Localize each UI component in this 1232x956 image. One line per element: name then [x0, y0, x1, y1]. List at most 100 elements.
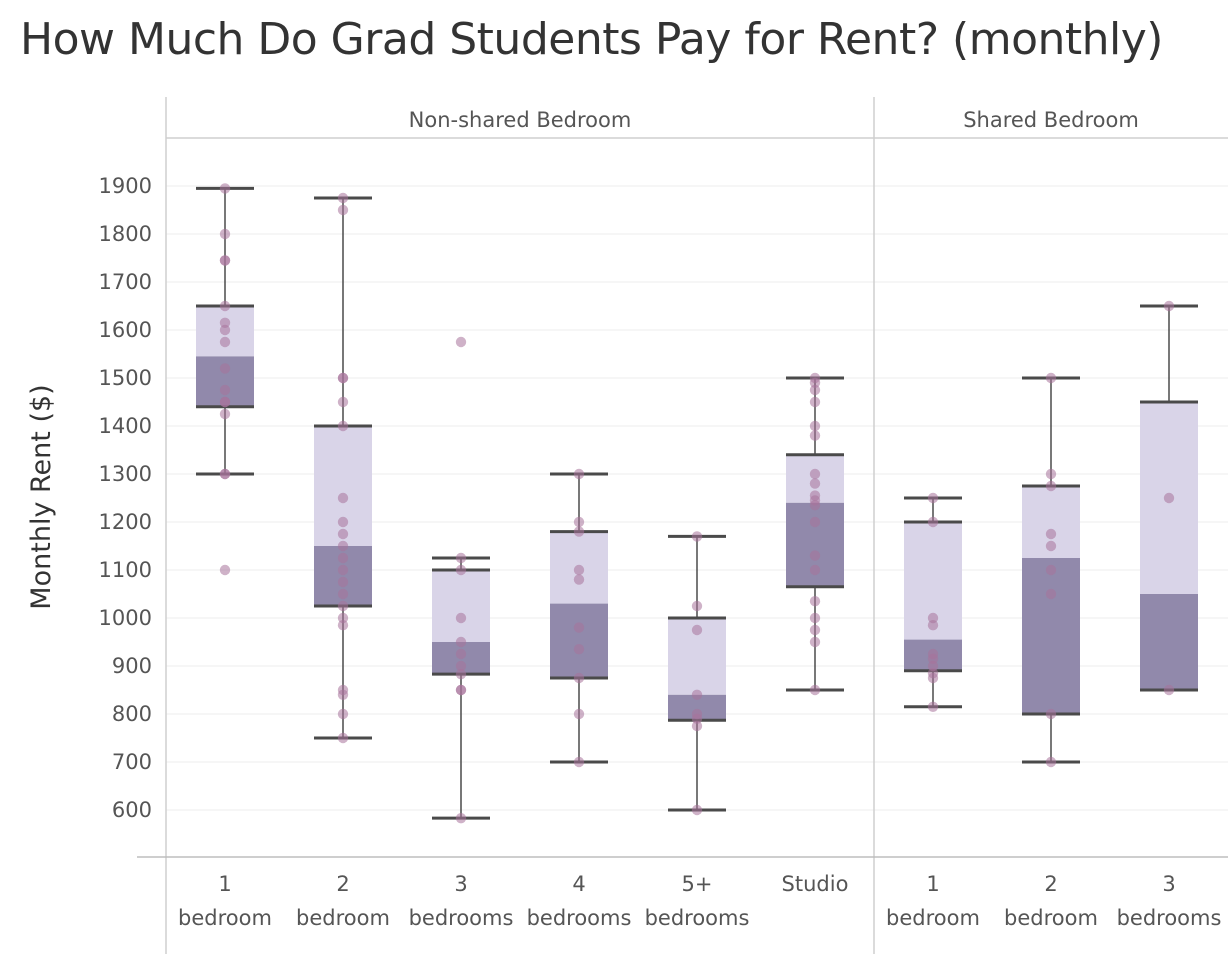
- data-point: [455, 612, 467, 624]
- lower-box: [1022, 558, 1080, 714]
- y-axis-title: Monthly Rent ($): [26, 384, 57, 609]
- data-point: [573, 708, 585, 720]
- category-label-line2: bedroom: [1004, 906, 1098, 930]
- data-point: [337, 528, 349, 540]
- data-point: [337, 492, 349, 504]
- data-point: [573, 756, 585, 768]
- category-label-line2: bedrooms: [527, 906, 632, 930]
- data-point: [455, 668, 467, 680]
- data-point: [337, 540, 349, 552]
- y-tick-label: 800: [112, 702, 152, 726]
- y-tick-label: 1900: [99, 174, 152, 198]
- lower-box: [1140, 594, 1198, 690]
- category-label-line2: bedroom: [178, 906, 272, 930]
- lower-box: [550, 603, 608, 678]
- data-point: [337, 732, 349, 744]
- y-tick-label: 1300: [99, 462, 152, 486]
- data-point: [455, 660, 467, 672]
- y-tick-label: 1000: [99, 606, 152, 630]
- data-point: [573, 526, 585, 537]
- data-point: [1163, 300, 1175, 312]
- data-point: [809, 564, 821, 576]
- data-point: [573, 468, 585, 480]
- data-point: [809, 636, 821, 648]
- data-point: [219, 363, 231, 374]
- data-point: [1045, 588, 1057, 600]
- data-point: [1045, 528, 1057, 540]
- panel-headers: Non-shared Bedroom Shared Bedroom: [409, 108, 1139, 132]
- data-point: [337, 708, 349, 720]
- data-point: [927, 620, 939, 631]
- category-label-line2: bedroom: [886, 906, 980, 930]
- x-axis-categories: 1 bedroom 2 bedroom 3 bedrooms 4 bedrooms 5+ bedr…: [178, 872, 1221, 930]
- category-label-line2: bedroom: [296, 906, 390, 930]
- data-point: [573, 622, 585, 633]
- upper-box: [314, 426, 372, 546]
- data-point: [455, 636, 467, 648]
- y-tick-label: 1400: [99, 414, 152, 438]
- category-label-line1: 3: [1162, 872, 1175, 896]
- data-point: [809, 468, 821, 480]
- data-point: [809, 377, 821, 388]
- data-point: [219, 228, 231, 240]
- data-point: [809, 612, 821, 624]
- data-point: [809, 596, 821, 607]
- data-point: [219, 183, 231, 194]
- data-point: [573, 564, 585, 576]
- data-point: [219, 564, 231, 576]
- data-point: [927, 492, 939, 504]
- data-point: [337, 552, 349, 564]
- data-point: [1045, 372, 1057, 384]
- data-point: [809, 516, 821, 528]
- y-tick-label: 700: [112, 750, 152, 774]
- data-point: [927, 660, 939, 672]
- data-point: [455, 648, 467, 660]
- chart-frame: [137, 97, 1228, 954]
- data-point: [337, 576, 349, 588]
- data-point: [219, 300, 231, 312]
- data-point: [573, 672, 585, 684]
- data-point: [809, 500, 821, 511]
- data-point: [337, 420, 349, 432]
- data-point: [691, 531, 703, 542]
- data-point: [927, 516, 939, 528]
- data-point: [337, 192, 349, 204]
- data-point: [219, 255, 231, 266]
- category-label-line1: 5+: [682, 872, 713, 896]
- data-point: [691, 600, 703, 612]
- data-point: [809, 384, 821, 396]
- data-point: [573, 516, 585, 528]
- panel-label: Shared Bedroom: [963, 108, 1139, 132]
- data-point: [1045, 564, 1057, 576]
- data-point: [1045, 480, 1057, 492]
- data-point: [809, 430, 821, 441]
- data-point: [691, 689, 703, 700]
- data-point: [691, 804, 703, 816]
- data-point: [927, 612, 939, 624]
- y-tick-label: 1500: [99, 366, 152, 390]
- data-point: [1163, 492, 1175, 504]
- category-label-line1: 2: [1044, 872, 1057, 896]
- category-label-line2: bedrooms: [645, 906, 750, 930]
- data-point: [337, 588, 349, 600]
- data-point: [337, 204, 349, 216]
- data-point: [337, 396, 349, 408]
- category-label-line2: bedrooms: [1117, 906, 1222, 930]
- y-tick-label: 900: [112, 654, 152, 678]
- data-point: [1045, 708, 1057, 720]
- data-point: [337, 516, 349, 528]
- data-point: [219, 468, 231, 480]
- upper-box: [432, 570, 490, 642]
- data-point: [691, 713, 703, 724]
- y-tick-label: 1700: [99, 270, 152, 294]
- data-point: [219, 324, 231, 336]
- category-label-line1: 4: [572, 872, 585, 896]
- y-tick-label: 600: [112, 798, 152, 822]
- y-tick-label: 1200: [99, 510, 152, 534]
- data-point: [1163, 684, 1175, 696]
- data-point: [219, 336, 231, 348]
- data-point: [1045, 540, 1057, 552]
- chart-title: How Much Do Grad Students Pay for Rent? …: [20, 14, 1163, 65]
- data-point: [809, 624, 821, 636]
